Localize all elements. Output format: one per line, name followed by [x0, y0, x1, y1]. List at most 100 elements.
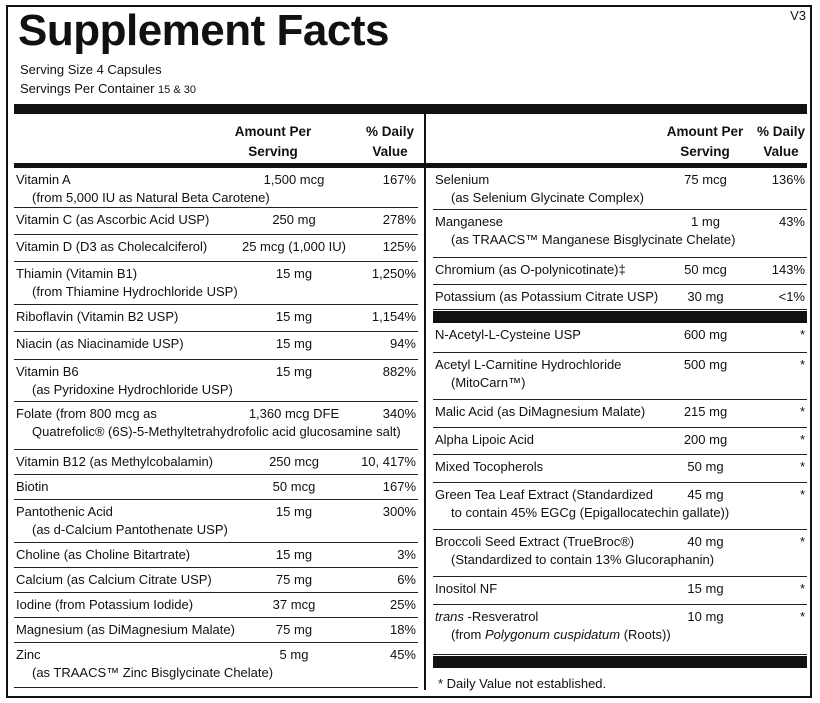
nutrient-name: Riboflavin (Vitamin B2 USP)	[16, 309, 179, 324]
daily-value: 340%	[382, 406, 416, 421]
left-amount-header: Amount Per Serving	[228, 122, 318, 162]
nutrient-row: Broccoli Seed Extract (TrueBroc®) (Standa…	[433, 530, 807, 577]
amount-per-serving: 75 mcg	[684, 172, 727, 187]
servings-per-container: Servings Per Container 15 & 30	[20, 81, 196, 96]
daily-value: 136%	[771, 172, 805, 187]
amount-per-serving: 1,360 mcg DFE	[248, 406, 340, 421]
daily-value: <1%	[778, 289, 805, 304]
daily-value: *	[799, 404, 805, 419]
nutrient-row: Potassium (as Potassium Citrate USP) 30 m…	[433, 285, 807, 310]
amount-per-serving: 15 mg	[275, 309, 313, 324]
daily-value: *	[799, 609, 805, 624]
nutrient-source: (Standardized to contain 13% Glucoraphan…	[451, 552, 715, 567]
serving-size: Serving Size 4 Capsules	[20, 62, 162, 77]
daily-value: 1,154%	[371, 309, 416, 324]
daily-value: *	[799, 534, 805, 549]
nutrient-name: Chromium (as O-polynicotinate)‡	[435, 262, 626, 277]
daily-value: *	[799, 432, 805, 447]
nutrient-name: Calcium (as Calcium Citrate USP)	[16, 572, 212, 587]
nutrient-name: Broccoli Seed Extract (TrueBroc®)	[435, 534, 635, 549]
amount-per-serving: 15 mg	[275, 547, 313, 562]
daily-value: *	[799, 487, 805, 502]
amount-header-line2: Serving	[248, 144, 298, 159]
nutrient-row: Inositol NF 15 mg *	[433, 577, 807, 605]
nutrient-row: Zinc (as TRAACS™ Zinc Bisglycinate Chelat…	[14, 643, 418, 688]
nutrient-name: Pantothenic Acid	[16, 504, 113, 519]
nutrient-row: Folate (from 800 mcg as Quatrefolic® (6S)…	[14, 402, 418, 450]
amount-per-serving: 15 mg	[275, 364, 313, 379]
daily-value: *	[799, 581, 805, 596]
amount-per-serving: 1,500 mcg	[263, 172, 325, 187]
nutrient-row: Manganese (as TRAACS™ Manganese Bisglycin…	[433, 210, 807, 258]
nutrient-row: Thiamin (Vitamin B1) (from Thiamine Hydro…	[14, 262, 418, 305]
nutrient-row: Riboflavin (Vitamin B2 USP) 15 mg 1,154%	[14, 305, 418, 332]
daily-value: 300%	[382, 504, 416, 519]
nutrient-source: (as Pyridoxine Hydrochloride USP)	[32, 382, 233, 397]
nutrient-source: to contain 45% EGCg (Epigallocatechin ga…	[451, 505, 730, 520]
page-title: Supplement Facts	[18, 6, 389, 55]
daily-value: 18%	[389, 622, 416, 637]
nutrient-name: Vitamin C (as Ascorbic Acid USP)	[16, 212, 210, 227]
daily-value: 25%	[389, 597, 416, 612]
nutrient-row: Choline (as Choline Bitartrate) 15 mg 3%	[14, 543, 418, 568]
nutrient-source: (as TRAACS™ Zinc Bisglycinate Chelate)	[32, 665, 274, 680]
nutrient-row: Green Tea Leaf Extract (Standardized to c…	[433, 483, 807, 530]
nutrient-row: Magnesium (as DiMagnesium Malate) 75 mg 18…	[14, 618, 418, 643]
nutrient-row: Mixed Tocopherols 50 mg *	[433, 455, 807, 483]
nutrient-row: Calcium (as Calcium Citrate USP) 75 mg 6%	[14, 568, 418, 593]
daily-value: 278%	[382, 212, 416, 227]
nutrient-source: (as TRAACS™ Manganese Bisglycinate Chela…	[451, 232, 736, 247]
nutrient-name: Alpha Lipoic Acid	[435, 432, 535, 447]
nutrient-source: (as d-Calcium Pantothenate USP)	[32, 522, 228, 537]
nutrient-row: Vitamin D (D3 as Cholecalciferol) 25 mcg …	[14, 235, 418, 262]
nutrient-source: (from Polygonum cuspidatum (Roots))	[451, 627, 671, 642]
dv-header-line1: % Daily	[365, 124, 415, 139]
right-dv-header: % Daily Value	[746, 122, 816, 162]
top-divider-bar	[14, 104, 807, 114]
nutrient-name: Acetyl L-Carnitine Hydrochloride	[435, 357, 622, 372]
nutrient-row: Vitamin B12 (as Methylcobalamin) 250 mcg 1…	[14, 450, 418, 475]
daily-value: 882%	[382, 364, 416, 379]
nutrient-row: Selenium (as Selenium Glycinate Complex) 7…	[433, 168, 807, 210]
nutrient-row: Acetyl L-Carnitine Hydrochloride (MitoCar…	[433, 353, 807, 400]
nutrient-row: Vitamin B6 (as Pyridoxine Hydrochloride U…	[14, 360, 418, 402]
nutrient-name: Green Tea Leaf Extract (Standardized	[435, 487, 653, 502]
nutrient-name: Malic Acid (as DiMagnesium Malate)	[435, 404, 646, 419]
left-dv-header: % Daily Value	[355, 122, 425, 162]
amount-per-serving: 500 mg	[683, 357, 728, 372]
nutrient-name: Biotin	[16, 479, 49, 494]
servings-value: 15 & 30	[158, 84, 196, 96]
nutrient-row: Niacin (as Niacinamide USP) 15 mg 94%	[14, 332, 418, 360]
daily-value: 94%	[389, 336, 416, 351]
nutrient-source: (MitoCarn™)	[451, 375, 526, 390]
amount-per-serving: 50 mcg	[272, 479, 316, 494]
daily-value: 167%	[382, 479, 416, 494]
amount-per-serving: 75 mg	[275, 572, 313, 587]
daily-value: 1,250%	[371, 266, 416, 281]
nutrient-row: Pantothenic Acid (as d-Calcium Pantothena…	[14, 500, 418, 543]
amount-per-serving: 30 mg	[687, 289, 724, 304]
nutrient-name: Iodine (from Potassium Iodide)	[16, 597, 194, 612]
nutrient-name: Folate (from 800 mcg as	[16, 406, 157, 421]
nutrient-row: Malic Acid (as DiMagnesium Malate) 215 mg…	[433, 400, 807, 428]
daily-value: 6%	[397, 572, 416, 587]
amount-per-serving: 250 mcg	[269, 454, 319, 469]
amount-header-line1: Amount Per	[666, 124, 744, 139]
nutrient-name: Vitamin B12 (as Methylcobalamin)	[16, 454, 214, 469]
nutrient-name: Potassium (as Potassium Citrate USP)	[435, 289, 659, 304]
amount-per-serving: 10 mg	[687, 609, 724, 624]
nutrient-name: Vitamin A	[16, 172, 71, 187]
amount-per-serving: 200 mg	[683, 432, 728, 447]
nutrient-name: Choline (as Choline Bitartrate)	[16, 547, 191, 562]
label-frame	[6, 5, 812, 698]
version: V3	[790, 8, 806, 23]
amount-per-serving: 15 mg	[687, 581, 724, 596]
daily-value: *	[799, 459, 805, 474]
servings-label: Servings Per Container	[20, 81, 155, 96]
amount-per-serving: 75 mg	[275, 622, 313, 637]
amount-header-line1: Amount Per	[234, 124, 312, 139]
nutrient-row: Chromium (as O-polynicotinate)‡ 50 mcg 143…	[433, 258, 807, 285]
right-amount-header: Amount Per Serving	[660, 122, 750, 162]
nutrient-name: N-Acetyl-L-Cysteine USP	[435, 327, 581, 342]
nutrient-row: Vitamin A (from 5,000 IU as Natural Beta …	[14, 168, 418, 208]
